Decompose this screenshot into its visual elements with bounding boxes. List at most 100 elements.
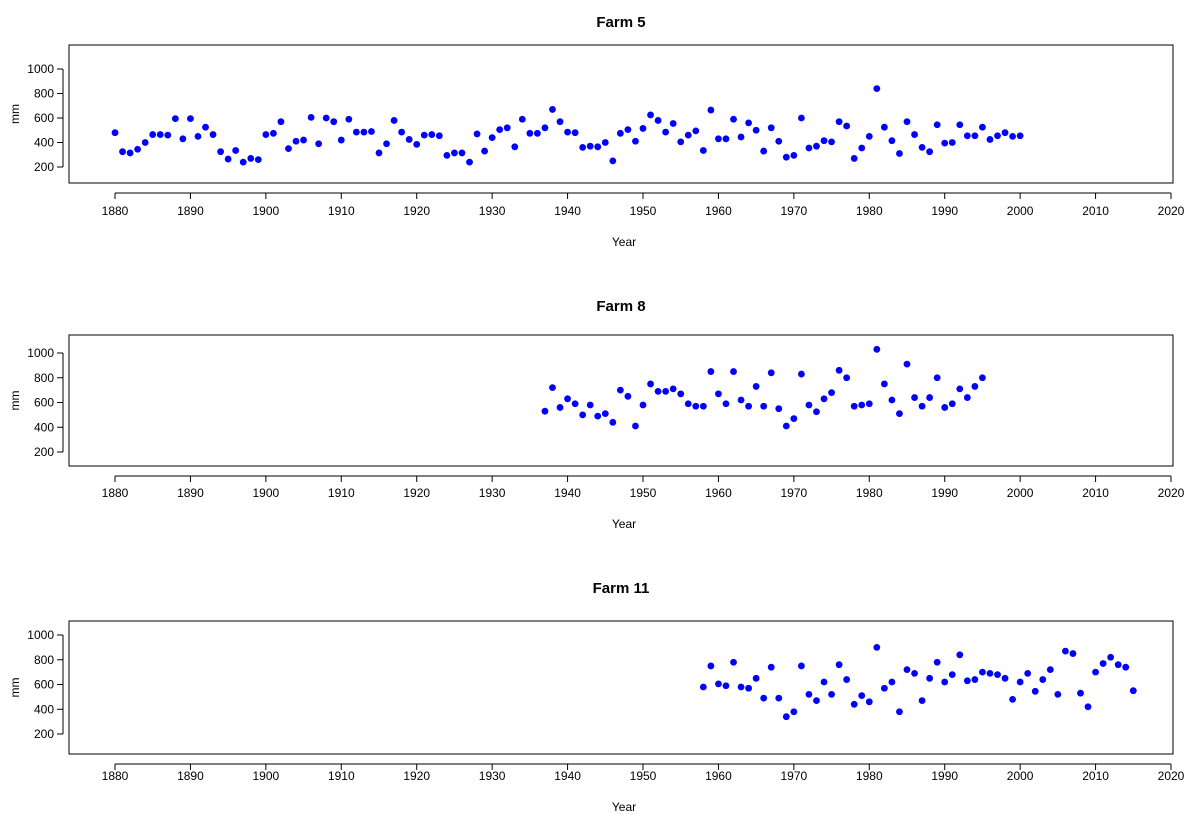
data-point — [813, 142, 820, 150]
data-point — [715, 680, 722, 688]
data-point — [745, 402, 752, 410]
data-point — [699, 402, 707, 410]
data-point — [217, 148, 225, 156]
y-tick-label: 200 — [34, 727, 54, 741]
data-point — [737, 683, 745, 691]
data-point — [134, 145, 142, 153]
data-point — [254, 156, 262, 164]
data-point — [1092, 668, 1099, 676]
x-tick-label: 1890 — [177, 204, 204, 218]
data-point — [880, 123, 888, 131]
data-point — [601, 410, 609, 418]
plot-frame — [68, 334, 1174, 467]
data-point — [986, 136, 994, 143]
y-tick-label: 1000 — [27, 346, 54, 360]
x-tick-label: 1920 — [403, 769, 430, 783]
data-point — [798, 662, 805, 670]
data-point — [669, 120, 677, 127]
data-point — [677, 390, 685, 398]
data-point — [368, 128, 375, 135]
data-point — [1024, 669, 1032, 677]
data-point — [126, 149, 134, 157]
x-tick-label: 2010 — [1082, 204, 1109, 218]
series-1 — [111, 85, 1024, 166]
data-point — [534, 129, 541, 137]
data-point — [963, 677, 971, 685]
data-point — [820, 395, 828, 403]
data-point — [903, 360, 911, 368]
data-point — [828, 138, 835, 146]
data-point — [187, 115, 194, 123]
data-point — [752, 674, 760, 682]
y-tick-label: 400 — [34, 420, 54, 434]
data-point — [624, 392, 632, 400]
data-point — [963, 132, 971, 140]
data-point — [398, 128, 406, 136]
data-point — [292, 137, 300, 145]
x-tick-label: 1940 — [554, 769, 581, 783]
data-point — [941, 404, 949, 411]
y-axis-label: mm — [8, 391, 22, 411]
data-point — [1077, 689, 1084, 697]
y-axis-label: mm — [8, 104, 22, 124]
data-point — [896, 410, 903, 418]
data-point — [941, 678, 949, 686]
data-point — [451, 149, 458, 157]
data-point — [956, 651, 964, 659]
data-point — [1062, 647, 1069, 655]
data-point — [850, 700, 858, 708]
data-point — [820, 678, 828, 686]
x-tick-label: 1950 — [630, 486, 657, 500]
x-tick-label: 1970 — [781, 486, 808, 500]
data-point — [579, 144, 587, 151]
data-point — [662, 387, 670, 395]
data-point — [315, 140, 323, 148]
x-tick-label: 1930 — [479, 769, 506, 783]
series-1 — [699, 643, 1137, 721]
data-point — [850, 402, 858, 410]
data-point — [601, 139, 609, 146]
chart-title: Farm 5 — [596, 14, 645, 31]
data-point — [971, 132, 979, 140]
data-point — [285, 145, 292, 153]
data-point — [918, 402, 926, 410]
data-point — [632, 137, 639, 145]
data-point — [1069, 650, 1077, 657]
x-tick-label: 1960 — [705, 486, 732, 500]
data-point — [911, 394, 918, 401]
data-point — [699, 683, 707, 691]
x-tick-label: 1990 — [931, 486, 958, 500]
x-tick-label: 1910 — [328, 204, 355, 218]
x-tick-label: 1890 — [177, 769, 204, 783]
data-point — [994, 132, 1001, 140]
x-tick-label: 1940 — [554, 204, 581, 218]
x-tick-label: 1970 — [781, 204, 808, 218]
y-tick-label: 1000 — [27, 62, 54, 76]
x-tick-label: 1880 — [102, 769, 129, 783]
data-point — [805, 144, 813, 152]
data-point — [609, 418, 617, 426]
data-point — [767, 369, 775, 377]
data-point — [715, 390, 722, 398]
data-point — [270, 129, 277, 137]
x-tick-label: 2000 — [1007, 769, 1034, 783]
data-point — [518, 115, 526, 123]
data-point — [911, 131, 918, 138]
data-point — [481, 147, 488, 155]
data-point — [345, 115, 353, 123]
data-point — [119, 148, 126, 156]
data-point — [239, 158, 247, 166]
data-point — [1122, 663, 1130, 671]
plot-frame — [68, 44, 1174, 184]
x-tick-label: 2010 — [1082, 486, 1109, 500]
data-point — [722, 400, 730, 408]
data-point — [692, 127, 700, 135]
data-point — [767, 663, 775, 671]
data-point — [654, 117, 662, 124]
data-point — [390, 117, 398, 124]
data-point — [843, 374, 851, 382]
data-point — [224, 155, 232, 163]
data-point — [798, 370, 805, 378]
data-point — [835, 366, 843, 374]
